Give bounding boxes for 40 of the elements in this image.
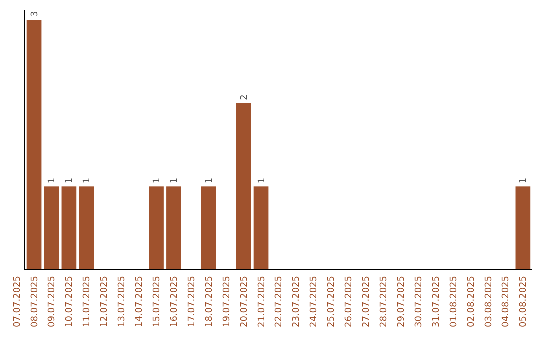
data-label: 1: [257, 178, 268, 184]
x-tick-label: 18.07.2025: [204, 276, 215, 328]
data-label: 1: [82, 178, 93, 184]
x-tick-label: 28.07.2025: [379, 276, 390, 328]
x-tick-label: 15.07.2025: [152, 276, 163, 328]
data-label: 1: [519, 178, 530, 184]
data-label: 3: [30, 11, 40, 17]
data-label: 1: [65, 178, 76, 184]
x-tick-label: 01.08.2025: [449, 276, 460, 328]
x-tick-label: 13.07.2025: [118, 276, 128, 328]
x-tick-label: 24.07.2025: [310, 276, 320, 328]
x-tick-label: 31.07.2025: [432, 276, 442, 328]
x-tick-label: 25.07.2025: [327, 276, 338, 328]
x-tick-label: 05.08.2025: [519, 276, 530, 328]
x-tick-label: 29.07.2025: [396, 276, 407, 328]
x-tick-label: 17.07.2025: [187, 276, 198, 328]
x-tick-label: 02.08.2025: [466, 276, 477, 328]
x-tick-label: 27.07.2025: [362, 276, 372, 328]
x-tick-label: 10.07.2025: [65, 276, 76, 328]
x-tick-label: 04.08.2025: [502, 276, 512, 328]
data-label: 1: [170, 178, 180, 184]
x-tick-label: 30.07.2025: [414, 276, 424, 328]
x-tick-label: 21.07.2025: [257, 276, 268, 328]
x-tick-label: 03.08.2025: [484, 276, 494, 328]
x-tick-label: 14.07.2025: [135, 276, 146, 328]
x-tick-label: 22.07.2025: [274, 276, 285, 328]
x-tick-label: 12.07.2025: [100, 276, 110, 328]
x-tick-label: 19.07.2025: [222, 276, 232, 328]
x-tick-label: 07.07.2025: [12, 276, 23, 328]
x-tick-label: 20.07.2025: [240, 276, 250, 328]
data-label: 2: [240, 94, 250, 100]
x-tick-label: 08.07.2025: [30, 276, 40, 328]
x-tick-label: 23.07.2025: [292, 276, 302, 328]
x-tick-label: 11.07.2025: [82, 276, 93, 328]
data-label: 1: [204, 178, 215, 184]
data-label: 1: [48, 178, 58, 184]
x-tick-label: 09.07.2025: [48, 276, 58, 328]
data-label: 1: [152, 178, 163, 184]
x-tick-label: 16.07.2025: [170, 276, 180, 328]
x-tick-label: 26.07.2025: [344, 276, 355, 328]
